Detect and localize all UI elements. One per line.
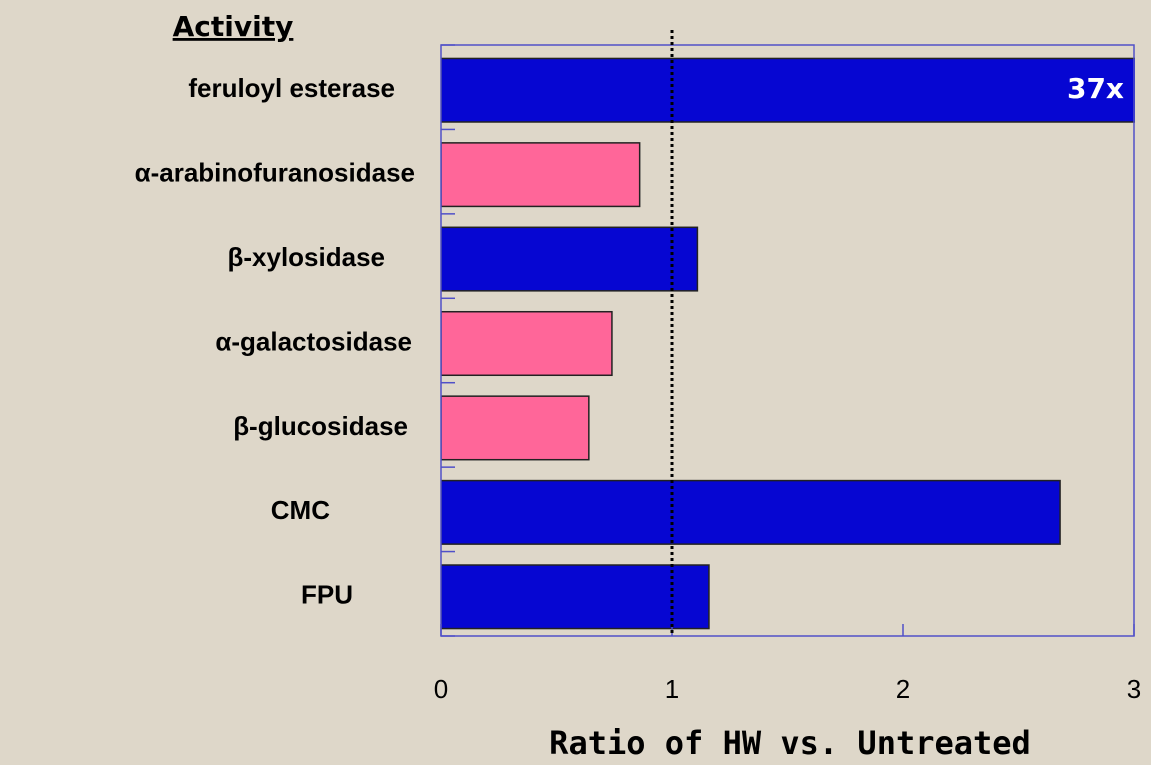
category-label: α-arabinofuranosidase [135, 158, 415, 188]
bar [441, 310, 613, 377]
category-heading: Activity [173, 10, 294, 43]
x-axis-label: Ratio of HW vs. Untreated [549, 724, 1031, 762]
bar [441, 395, 590, 461]
x-tick-label: 3 [1127, 674, 1141, 704]
bar [441, 226, 699, 292]
category-label: FPU [301, 580, 353, 610]
bar [441, 57, 1135, 123]
x-tick-label: 0 [434, 674, 448, 704]
category-label: β-xylosidase [228, 242, 386, 272]
bar [441, 479, 1061, 545]
x-tick-label: 2 [896, 674, 910, 704]
bar [441, 564, 710, 630]
category-label: α-galactosidase [215, 326, 412, 356]
plot-area [441, 57, 1135, 630]
value-label: 37x [1067, 72, 1124, 105]
x-tick-label: 1 [665, 674, 679, 704]
category-label: CMC [271, 495, 330, 525]
category-label: β-glucosidase [233, 411, 408, 441]
plot-frame [440, 44, 1135, 637]
bar [441, 142, 641, 208]
category-label: feruloyl esterase [188, 73, 395, 103]
